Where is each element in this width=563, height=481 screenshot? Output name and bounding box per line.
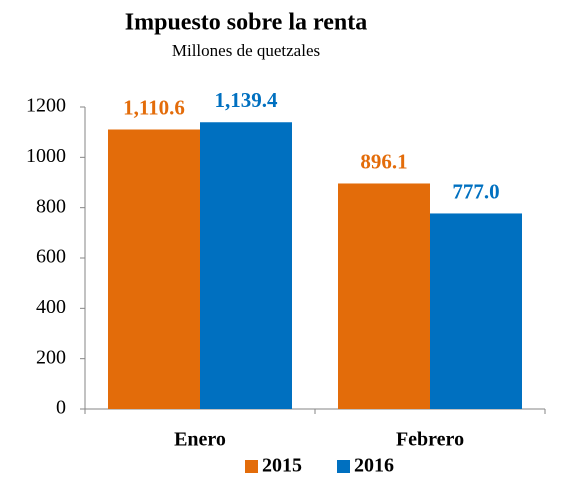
y-tick-label: 800 [36, 195, 66, 217]
y-tick-label: 1200 [26, 95, 66, 117]
y-tick-label: 1000 [26, 145, 66, 167]
bar [338, 183, 430, 409]
y-tick-label: 200 [36, 346, 66, 368]
y-tick-label: 600 [36, 246, 66, 268]
legend-swatch [245, 460, 258, 473]
value-label: 777.0 [452, 179, 499, 203]
y-tick-label: 0 [56, 397, 66, 419]
legend-label: 2015 [262, 455, 302, 477]
value-label: 1,110.6 [123, 95, 185, 119]
legend-label: 2016 [354, 455, 394, 477]
x-tick-label: Enero [174, 429, 226, 451]
bar [108, 129, 200, 409]
y-tick-label: 400 [36, 296, 66, 318]
chart-subtitle: Millones de quetzales [172, 41, 320, 60]
value-label: 1,139.4 [215, 88, 279, 112]
chart-title: Impuesto sobre la renta [125, 10, 367, 36]
x-tick-label: Febrero [396, 429, 464, 451]
value-label: 896.1 [360, 149, 407, 173]
bar [430, 213, 522, 409]
legend-swatch [337, 460, 350, 473]
bar [200, 122, 292, 409]
